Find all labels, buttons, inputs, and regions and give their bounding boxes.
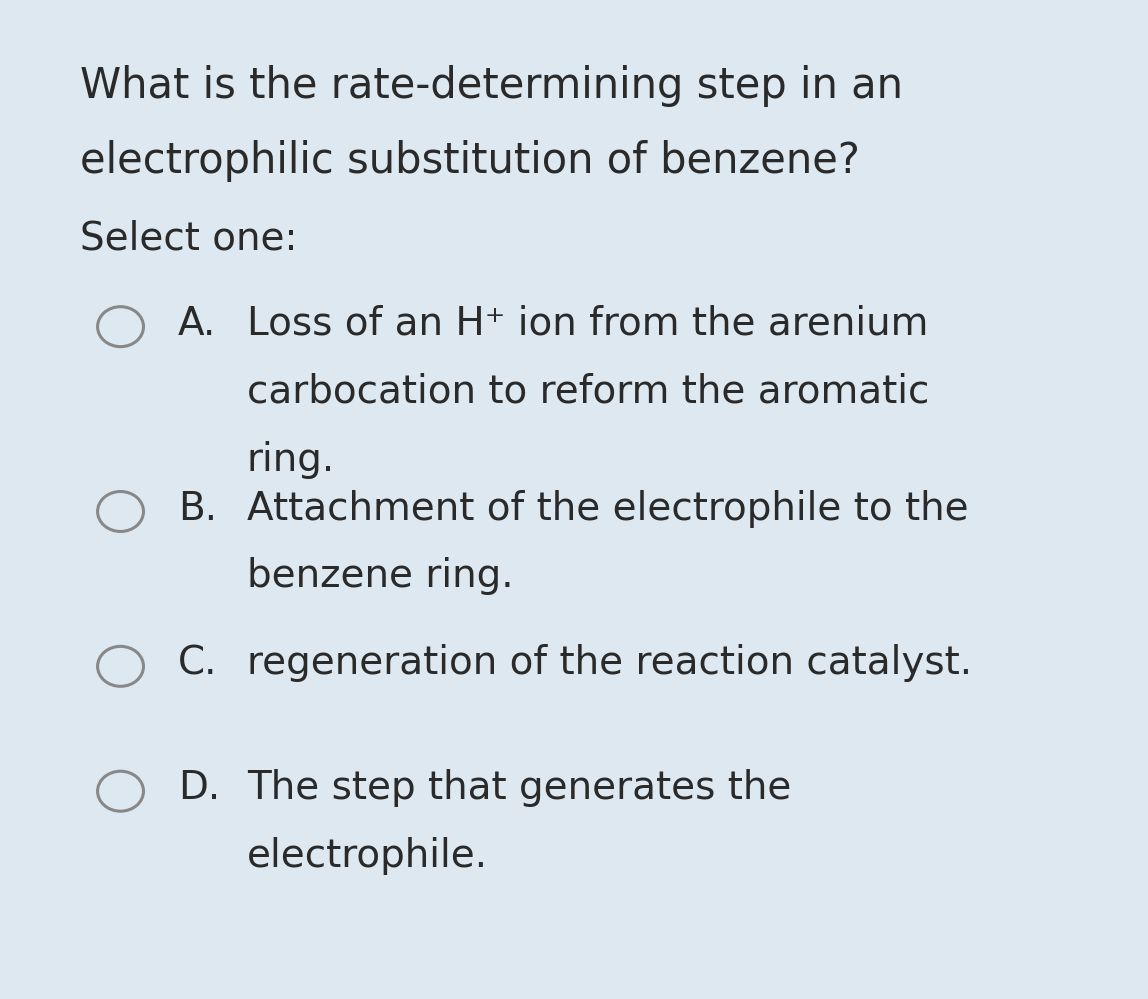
- Text: C.: C.: [178, 644, 217, 682]
- Text: benzene ring.: benzene ring.: [247, 557, 513, 595]
- Text: electrophile.: electrophile.: [247, 837, 488, 875]
- Text: The step that generates the: The step that generates the: [247, 769, 791, 807]
- Text: Attachment of the electrophile to the: Attachment of the electrophile to the: [247, 490, 969, 527]
- Text: What is the rate-determining step in an: What is the rate-determining step in an: [80, 65, 903, 107]
- Text: Loss of an H⁺ ion from the arenium: Loss of an H⁺ ion from the arenium: [247, 305, 929, 343]
- Text: ring.: ring.: [247, 441, 335, 479]
- Text: B.: B.: [178, 490, 217, 527]
- Text: D.: D.: [178, 769, 220, 807]
- Text: A.: A.: [178, 305, 216, 343]
- Text: electrophilic substitution of benzene?: electrophilic substitution of benzene?: [80, 140, 860, 182]
- Text: regeneration of the reaction catalyst.: regeneration of the reaction catalyst.: [247, 644, 972, 682]
- Text: Select one:: Select one:: [80, 220, 297, 258]
- Text: carbocation to reform the aromatic: carbocation to reform the aromatic: [247, 373, 929, 411]
